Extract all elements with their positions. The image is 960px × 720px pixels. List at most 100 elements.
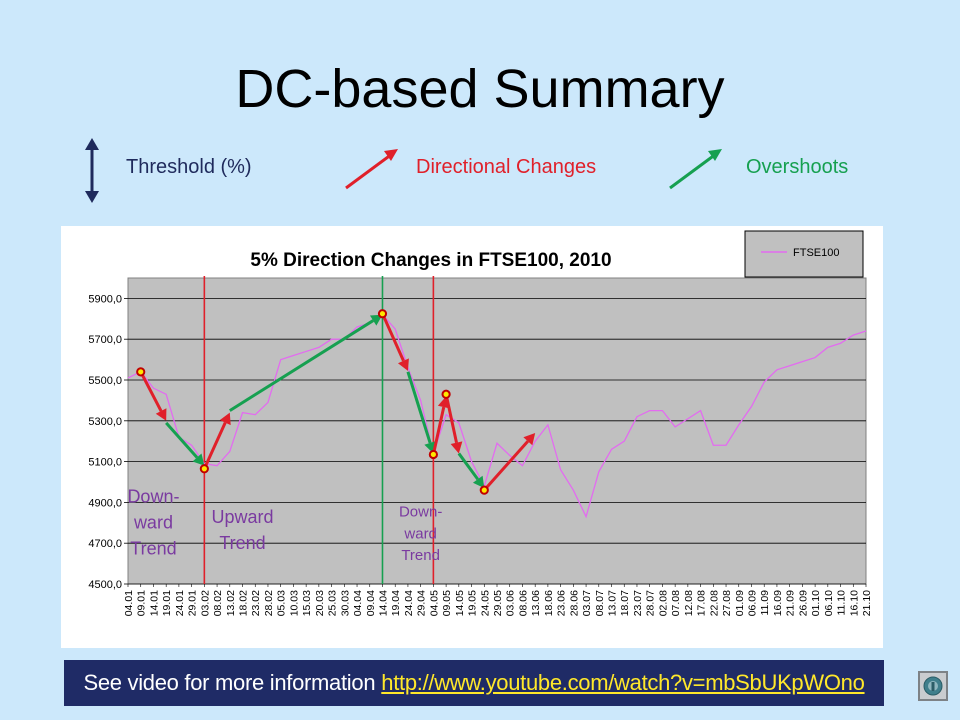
info-icon bbox=[923, 676, 943, 696]
dc-arrow-head bbox=[219, 412, 231, 426]
x-tick-label: 14.01 bbox=[148, 590, 160, 616]
trend-label-line: Trend bbox=[130, 539, 176, 559]
trend-label: Down-ward Trend bbox=[127, 486, 179, 558]
x-tick-label: 23.02 bbox=[250, 590, 262, 616]
x-tick-label: 08.02 bbox=[212, 590, 224, 616]
x-tick-label: 09.04 bbox=[365, 590, 377, 616]
overshoot-arrow-shaft bbox=[228, 319, 374, 412]
legend-icons bbox=[85, 138, 722, 203]
trend-label-line: Upward bbox=[212, 507, 274, 527]
x-tick-label: 22.08 bbox=[708, 590, 720, 616]
y-tick-label: 5500,0 bbox=[88, 375, 122, 387]
dc-arrow-head bbox=[155, 408, 167, 421]
x-tick-label: 14.04 bbox=[377, 590, 389, 616]
trend-label-line: Down- bbox=[127, 486, 179, 506]
x-tick-label: 04.01 bbox=[123, 590, 135, 616]
y-tick-label: 4500,0 bbox=[88, 579, 122, 591]
dc-arrow-shaft bbox=[483, 440, 529, 492]
legend-overshoot-label: Overshoots bbox=[746, 156, 849, 178]
x-tick-label: 21.09 bbox=[785, 590, 797, 616]
x-tick-label: 01.10 bbox=[810, 590, 822, 616]
x-tick-label: 03.07 bbox=[581, 590, 593, 616]
dc-point bbox=[377, 309, 388, 319]
dc-arrow-icon bbox=[345, 149, 398, 190]
x-tick-label: 28.06 bbox=[568, 590, 580, 616]
slide-title: DC-based Summary bbox=[235, 59, 725, 119]
overshoot-arrow-shaft bbox=[406, 371, 432, 444]
legend-series-name: FTSE100 bbox=[793, 247, 839, 259]
x-tick-label: 24.01 bbox=[174, 590, 186, 616]
x-tick-label: 23.06 bbox=[556, 590, 568, 616]
dc-arrow-head bbox=[523, 433, 536, 446]
x-tick-label: 23.07 bbox=[632, 590, 644, 616]
x-tick-label: 01.09 bbox=[734, 590, 746, 616]
x-tick-label: 11.09 bbox=[759, 590, 771, 616]
x-tick-label: 16.09 bbox=[772, 590, 784, 616]
x-tick-label: 27.08 bbox=[721, 590, 733, 616]
x-tick-label: 25.03 bbox=[327, 590, 339, 616]
dc-arrow bbox=[483, 433, 536, 492]
x-tick-label: 04.05 bbox=[428, 590, 440, 616]
legend-box bbox=[744, 230, 864, 278]
x-tick-label: 18.02 bbox=[238, 590, 250, 616]
info-button[interactable] bbox=[918, 671, 948, 701]
dc-point bbox=[441, 389, 451, 399]
y-tick-label: 5300,0 bbox=[88, 416, 122, 428]
dc-point bbox=[428, 449, 438, 460]
overshoot-arrow bbox=[457, 452, 485, 489]
x-tick-label: 11.10 bbox=[836, 590, 848, 616]
trend-label: Upward Trend bbox=[212, 507, 274, 553]
y-tick-label: 4700,0 bbox=[88, 538, 122, 550]
overshoot-arrow-icon bbox=[669, 149, 722, 190]
x-tick-label: 03.06 bbox=[505, 590, 517, 616]
trend-label-line: Down- bbox=[399, 504, 442, 521]
x-tick-label: 18.06 bbox=[543, 590, 555, 616]
x-tick-label: 29.04 bbox=[416, 590, 428, 616]
x-tick-label: 04.04 bbox=[352, 590, 364, 616]
x-tick-label: 29.01 bbox=[187, 590, 199, 616]
overshoot-arrow bbox=[228, 314, 383, 412]
overshoot-arrow-head bbox=[472, 475, 485, 489]
x-tick-label: 06.10 bbox=[823, 590, 835, 616]
dc-point bbox=[136, 367, 146, 377]
x-tick-label: 13.07 bbox=[607, 590, 619, 616]
x-tick-label: 08.07 bbox=[594, 590, 606, 616]
dc-point bbox=[199, 464, 209, 474]
x-tick-label: 08.06 bbox=[517, 590, 529, 616]
x-tick-label: 05.03 bbox=[276, 590, 288, 616]
legend-dc-label: Directional Changes bbox=[416, 156, 597, 178]
overshoot-arrow-head bbox=[192, 453, 205, 466]
trend-label-line: Trend bbox=[401, 547, 440, 564]
x-tick-label: 19.05 bbox=[467, 590, 479, 616]
overshoot-arrow-shaft bbox=[165, 421, 199, 459]
x-tick-label: 19.04 bbox=[390, 590, 402, 616]
x-tick-label: 20.03 bbox=[314, 590, 326, 616]
dc-arrow-shaft bbox=[444, 393, 458, 444]
x-tick-label: 29.05 bbox=[492, 590, 504, 616]
y-tick-label: 5900,0 bbox=[88, 293, 122, 305]
x-tick-label: 16.10 bbox=[848, 590, 860, 616]
dc-arrow bbox=[381, 313, 409, 371]
video-link[interactable]: http://www.youtube.com/watch?v=mbSbUKpWO… bbox=[381, 670, 865, 695]
dc-point bbox=[479, 485, 489, 495]
chart-title: 5% Direction Changes in FTSE100, 2010 bbox=[250, 250, 611, 271]
dc-arrow-shaft bbox=[381, 313, 405, 362]
x-tick-label: 21.10 bbox=[861, 590, 873, 616]
dc-arrow-shaft bbox=[202, 422, 227, 470]
x-tick-label: 09.05 bbox=[441, 590, 453, 616]
footer-text: See video for more information bbox=[83, 670, 376, 695]
trend-label-line: ward bbox=[403, 525, 437, 542]
ftse100-price-line bbox=[127, 313, 867, 519]
dc-arrow bbox=[139, 371, 167, 421]
x-tick-label: 15.03 bbox=[301, 590, 313, 616]
x-tick-label: 10.03 bbox=[288, 590, 300, 616]
x-tick-label: 18.07 bbox=[619, 590, 631, 616]
x-tick-label: 02.08 bbox=[657, 590, 669, 616]
chart-legend: FTSE100 bbox=[744, 230, 864, 278]
trend-label-line: ward bbox=[133, 513, 173, 533]
x-tick-label: 24.05 bbox=[479, 590, 491, 616]
x-tick-label: 07.08 bbox=[670, 590, 682, 616]
x-tick-label: 26.09 bbox=[797, 590, 809, 616]
y-tick-label: 5700,0 bbox=[88, 334, 122, 346]
dc-arrow-head bbox=[397, 358, 409, 371]
